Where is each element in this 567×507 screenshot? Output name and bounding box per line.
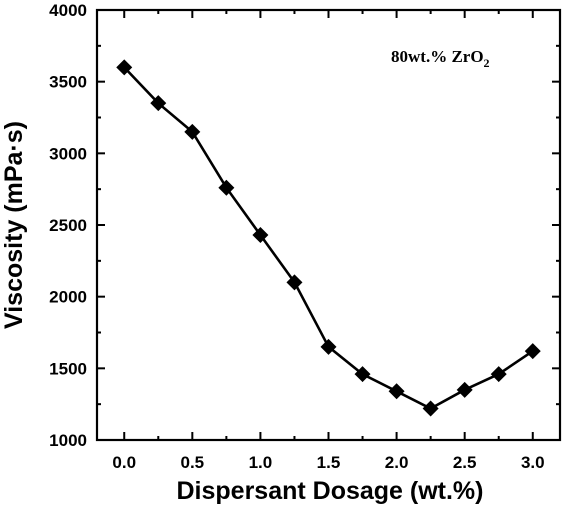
axis-ticks — [97, 9, 560, 441]
data-point-marker — [218, 179, 235, 196]
x-tick-label: 0.5 — [181, 453, 205, 472]
y-axis-title: Viscosity (mPa·s) — [0, 121, 28, 329]
y-tick-label: 1000 — [49, 431, 87, 450]
data-point-marker — [354, 366, 371, 383]
x-tick-label: 2.0 — [385, 453, 409, 472]
annotation-subscript: 2 — [484, 56, 490, 70]
y-tick-labels: 1000 1500 2000 2500 3000 3500 4000 — [49, 1, 87, 450]
data-point-marker — [252, 227, 269, 244]
x-tick-label: 0.0 — [112, 453, 136, 472]
data-point-marker — [320, 338, 337, 355]
x-tick-label: 1.5 — [317, 453, 341, 472]
y-tick-label: 4000 — [49, 1, 87, 20]
plot-frame — [95, 8, 562, 442]
annotation-prefix: 80wt.% ZrO — [391, 47, 484, 66]
x-tick-label: 2.5 — [453, 453, 477, 472]
x-tick-label: 3.0 — [521, 453, 545, 472]
data-point-marker — [184, 123, 201, 140]
data-point-marker — [150, 95, 167, 112]
data-point-marker — [388, 383, 405, 400]
y-tick-label: 1500 — [49, 359, 87, 378]
annotation-label: 80wt.% ZrO2 — [391, 47, 490, 70]
data-point-marker — [286, 274, 303, 291]
y-tick-label: 3000 — [49, 144, 87, 163]
series-line — [123, 66, 534, 410]
y-tick-label: 2500 — [49, 216, 87, 235]
data-point-marker — [490, 366, 507, 383]
y-tick-label: 3500 — [49, 73, 87, 92]
data-point-marker — [422, 400, 439, 417]
x-axis-title: Dispersant Dosage (wt.%) — [176, 477, 483, 505]
data-point-marker — [456, 381, 473, 398]
data-point-marker — [116, 59, 133, 76]
x-tick-label: 1.0 — [249, 453, 273, 472]
data-markers — [116, 59, 541, 417]
data-point-marker — [524, 343, 541, 360]
x-tick-labels: 0.0 0.5 1.0 1.5 2.0 2.5 3.0 — [112, 453, 544, 472]
y-tick-label: 2000 — [49, 288, 87, 307]
